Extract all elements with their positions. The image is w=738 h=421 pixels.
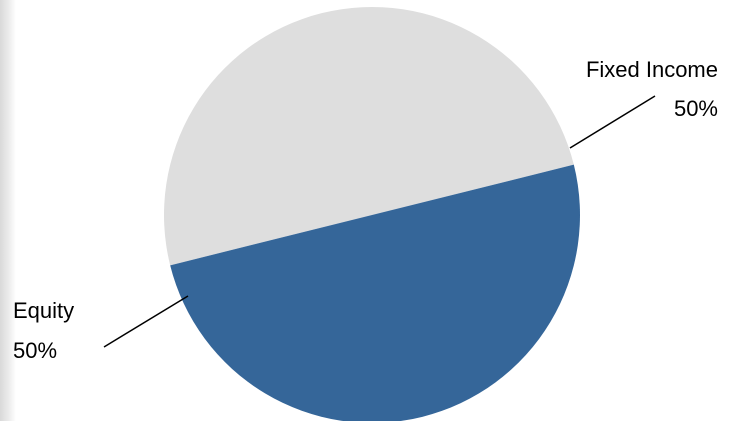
- slice-value-equity: 50%: [13, 338, 57, 363]
- slice-label-fixed-income: Fixed Income: [586, 57, 718, 82]
- slice-label-equity: Equity: [13, 298, 74, 323]
- leader-lines: [103, 95, 656, 348]
- pie-slice-equity: [170, 164, 580, 421]
- left-edge-shadow: [0, 0, 16, 421]
- pie-slices: [163, 7, 580, 421]
- leader-line-fixed-income: [569, 95, 656, 149]
- leader-line-equity: [103, 295, 189, 348]
- pie-slice-fixed-income: [163, 7, 574, 266]
- slice-value-fixed-income: 50%: [674, 96, 718, 121]
